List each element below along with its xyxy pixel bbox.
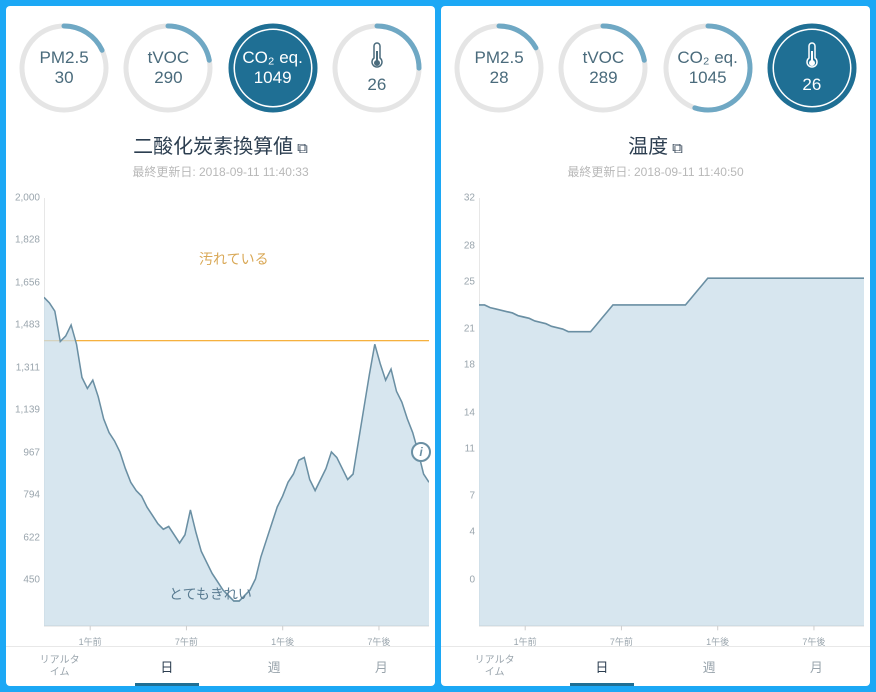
metric-CO₂ eq.[interactable]: CO₂ eq.1045 [662,22,754,114]
chart-svg [44,198,429,646]
y-tick-label: 0 [445,575,475,586]
right-title-block: 温度⧉ 最終更新日: 2018-09-11 11:40:50 [441,122,870,184]
left-tabs: リアルタ イム日週月 [6,646,435,686]
y-tick-label: 2,000 [10,193,40,204]
metric-tVOC[interactable]: tVOC289 [557,22,649,114]
metric-value: 289 [589,68,617,88]
y-tick-label: 4 [445,527,475,538]
metric-value: 30 [55,68,74,88]
tab-day[interactable]: 日 [548,647,655,686]
y-tick-label: 1,311 [10,362,40,373]
y-tick-label: 1,656 [10,277,40,288]
info-icon[interactable]: i [411,442,431,462]
metric-PM2.5[interactable]: PM2.528 [453,22,545,114]
metric-CO₂ eq.[interactable]: CO₂ eq.1049 [227,22,319,114]
metric-label: PM2.5 [40,48,89,68]
right-panel: PM2.528 tVOC289 CO₂ eq.1045 26 温度⧉ 最終更新日… [441,6,870,686]
metric-label: CO₂ eq. [242,48,302,68]
metric-PM2.5[interactable]: PM2.530 [18,22,110,114]
metric-label: PM2.5 [475,48,524,68]
y-tick-label: 21 [445,324,475,335]
metric-thermometer[interactable]: 26 [766,22,858,114]
left-title-block: 二酸化炭素換算値⧉ 最終更新日: 2018-09-11 11:40:33 [6,122,435,184]
external-link-icon[interactable]: ⧉ [297,140,308,157]
metric-value: 1045 [689,68,727,88]
last-updated: 最終更新日: 2018-09-11 11:40:33 [6,163,435,180]
left-chart: 450 622 794 967 1,139 1,311 1,483 1,656 1,828 2,0… [6,184,435,646]
y-tick-label: 450 [10,575,40,586]
title-text: 温度 [628,136,668,158]
left-panel: PM2.530 tVOC290 CO₂ eq.1049 26 二酸化炭素換算値⧉… [6,6,435,686]
y-tick-label: 1,139 [10,405,40,416]
y-tick-label: 32 [445,193,475,204]
tab-month[interactable]: 月 [328,647,435,686]
tab-rt[interactable]: リアルタ イム [441,647,548,686]
metric-label: tVOC [583,48,625,68]
external-link-icon[interactable]: ⧉ [672,140,683,157]
right-tabs: リアルタ イム日週月 [441,646,870,686]
chart-svg [479,198,864,646]
y-tick-label: 1,483 [10,320,40,331]
metric-thermometer[interactable]: 26 [331,22,423,114]
tab-week[interactable]: 週 [656,647,763,686]
metric-label: CO₂ eq. [677,48,737,68]
thermometer-icon [368,41,386,75]
y-tick-label: 1,828 [10,235,40,246]
y-tick-label: 28 [445,240,475,251]
tab-week[interactable]: 週 [221,647,328,686]
y-tick-label: 25 [445,276,475,287]
y-tick-label: 14 [445,407,475,418]
y-tick-label: 622 [10,532,40,543]
chart-title[interactable]: 温度⧉ [441,130,870,159]
tab-day[interactable]: 日 [113,647,220,686]
y-tick-label: 7 [445,491,475,502]
last-updated: 最終更新日: 2018-09-11 11:40:50 [441,163,870,180]
left-metrics-row: PM2.530 tVOC290 CO₂ eq.1049 26 [6,6,435,122]
metric-label: tVOC [148,48,190,68]
metric-tVOC[interactable]: tVOC290 [122,22,214,114]
tab-month[interactable]: 月 [763,647,870,686]
y-tick-label: 967 [10,447,40,458]
metric-value: 26 [802,75,821,95]
right-chart: 04711141821252832 1午前7午前1午後7午後 [441,184,870,646]
thermometer-icon [803,41,821,75]
y-tick-label: 794 [10,490,40,501]
metric-value: 1049 [254,68,292,88]
title-text: 二酸化炭素換算値 [133,136,293,158]
chart-title[interactable]: 二酸化炭素換算値⧉ [6,130,435,159]
y-tick-label: 18 [445,360,475,371]
y-tick-label: 11 [445,443,475,454]
metric-value: 290 [154,68,182,88]
metric-value: 26 [367,75,386,95]
right-metrics-row: PM2.528 tVOC289 CO₂ eq.1045 26 [441,6,870,122]
tab-rt[interactable]: リアルタ イム [6,647,113,686]
metric-value: 28 [490,68,509,88]
